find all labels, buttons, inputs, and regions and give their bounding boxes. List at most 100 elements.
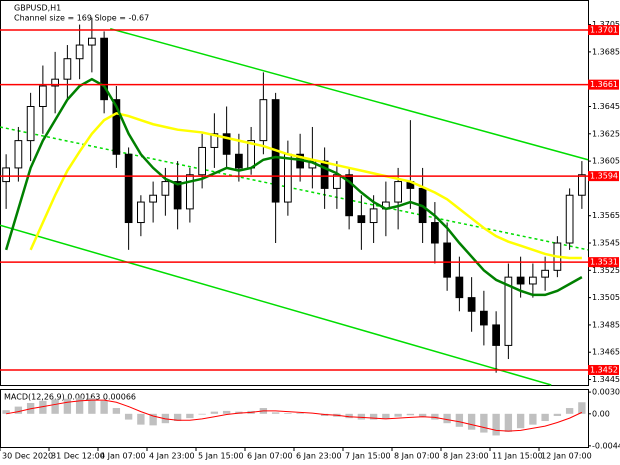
channel-line	[110, 27, 589, 161]
candle-body	[210, 133, 219, 148]
macd-bar	[63, 398, 72, 414]
candle-body	[100, 37, 108, 101]
candle-body	[39, 85, 47, 107]
x-tick-label: 5 Jan 15:00	[198, 452, 244, 461]
channel-line	[0, 126, 589, 251]
candle-body	[578, 174, 586, 196]
macd-bar	[137, 413, 145, 425]
y-tick-label: 1.3565	[592, 211, 620, 220]
macd-bar	[431, 413, 439, 420]
macd-bar	[369, 413, 378, 420]
macd-bar	[88, 397, 96, 414]
macd-bar	[565, 408, 574, 414]
y-tick-label: -0.00444	[592, 441, 620, 450]
candle-body	[14, 140, 23, 169]
candle-body	[480, 310, 488, 326]
candle-body	[357, 215, 366, 224]
macd-bar	[480, 413, 488, 433]
candle-body	[516, 276, 525, 285]
candle-body	[345, 174, 353, 217]
y-tick-label: 1.3525	[592, 266, 620, 275]
x-tick-label: 30 Dec 2020	[2, 452, 53, 461]
macd-bar	[553, 413, 562, 416]
candle-body	[222, 133, 231, 155]
moving-average	[29, 111, 582, 260]
y-tick-label: 1.3605	[592, 157, 620, 166]
x-tick-label: 8 Jan 23:00	[443, 452, 489, 461]
x-tick-label: 4 Jan 23:00	[149, 452, 195, 461]
macd-bar	[541, 413, 549, 422]
candle-body	[443, 242, 451, 278]
macd-bar	[357, 413, 366, 420]
macd-bar	[578, 402, 586, 414]
macd-bar	[149, 413, 157, 426]
macd-bar	[39, 400, 47, 414]
candle-body	[369, 208, 378, 224]
level-label-box	[588, 257, 619, 268]
macd-bar	[467, 413, 476, 430]
signal-line	[6, 399, 583, 432]
macd-bar	[271, 412, 280, 414]
x-tick-label: 4 Jan 07:00	[100, 452, 146, 461]
macd-bar	[345, 413, 353, 419]
macd-bar	[284, 413, 292, 414]
candle-body	[112, 99, 121, 155]
macd-bar	[406, 413, 415, 416]
macd-bar	[75, 397, 84, 414]
candle-body	[259, 99, 268, 142]
y-tick-label: 1.3625	[592, 129, 620, 138]
candle-body	[504, 276, 513, 346]
candle-body	[198, 146, 206, 176]
candle-body	[320, 160, 329, 189]
candle-body	[455, 276, 464, 299]
macd-bar	[382, 413, 390, 419]
candle-body	[541, 269, 549, 278]
candle-body	[63, 58, 72, 80]
x-tick-label: 6 Jan 23:00	[296, 452, 342, 461]
level-label-box	[588, 79, 619, 90]
y-tick-label: 1.3645	[592, 102, 620, 111]
main-frame	[0, 0, 589, 386]
chart-title: GBPUSD,H1	[14, 4, 61, 13]
level-label-box	[588, 364, 619, 375]
level-label: 1.3531	[590, 258, 618, 267]
candle-body	[394, 181, 402, 203]
level-label-box	[588, 171, 619, 182]
candle-body	[284, 153, 292, 203]
candle-body	[161, 181, 170, 196]
y-tick-label: 1.3465	[592, 348, 620, 357]
candle-body	[26, 105, 35, 142]
candle-body	[186, 174, 194, 210]
x-tick-label: 6 Jan 07:00	[247, 452, 293, 461]
candle-body	[2, 167, 10, 183]
x-tick-label: 11 Jan 15:00	[492, 452, 543, 461]
level-label: 1.3701	[590, 26, 618, 35]
y-tick-label: 1.3705	[592, 20, 620, 29]
level-label: 1.3452	[590, 365, 618, 374]
x-tick-label: 8 Jan 07:00	[394, 452, 440, 461]
macd-bar	[112, 408, 121, 414]
macd-bar	[529, 413, 537, 425]
macd-bar	[443, 413, 451, 424]
macd-bar	[394, 413, 402, 417]
y-tick-label: 1.3545	[592, 239, 620, 248]
candle-body	[492, 324, 500, 346]
macd-bar	[186, 413, 194, 419]
candle-body	[51, 78, 59, 87]
x-tick-label: 31 Dec 12:00	[51, 452, 105, 461]
macd-bar	[124, 413, 133, 420]
candle-body	[467, 297, 476, 312]
y-tick-label: 1.3445	[592, 375, 620, 384]
candle-body	[75, 44, 84, 60]
y-tick-label: 0.00	[592, 409, 610, 418]
channel-line	[0, 224, 552, 386]
y-tick-label: 1.3505	[592, 293, 620, 302]
macd-bar	[14, 406, 23, 414]
level-label: 1.3661	[590, 80, 618, 89]
macd-bar	[210, 411, 219, 414]
y-tick-label: 1.3485	[592, 320, 620, 329]
macd-bar	[455, 413, 464, 427]
x-tick-label: 7 Jan 15:00	[345, 452, 391, 461]
macd-bar	[198, 413, 206, 415]
